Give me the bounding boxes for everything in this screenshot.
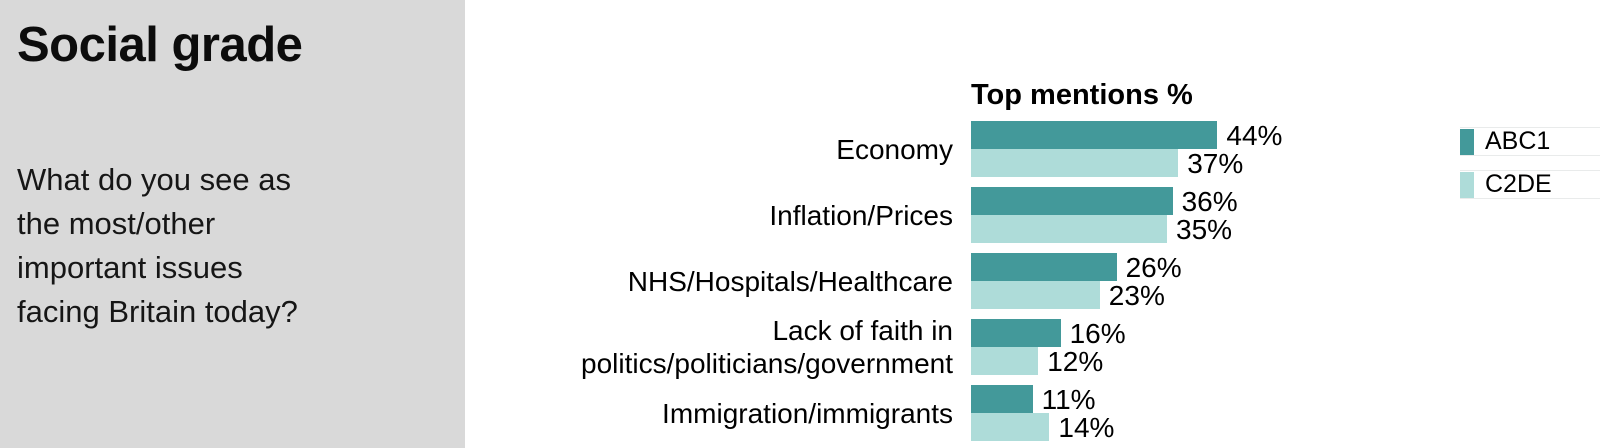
- page-title: Social grade: [17, 18, 303, 72]
- value-label-abc1: 16%: [1069, 318, 1126, 349]
- category-label: NHS/Hospitals/Healthcare: [627, 265, 953, 297]
- value-label-abc1: 26%: [1125, 252, 1182, 283]
- legend-item-abc1: ABC1: [1460, 127, 1600, 156]
- value-label-c2de: 35%: [1176, 214, 1233, 245]
- value-label-abc1: 44%: [1226, 120, 1283, 151]
- bar-c2de: [971, 215, 1167, 243]
- bar-c2de: [971, 347, 1039, 375]
- value-label-c2de: 37%: [1187, 148, 1244, 179]
- bar-c2de: [971, 149, 1179, 177]
- bar-abc1: [971, 319, 1061, 347]
- legend-label: C2DE: [1485, 170, 1552, 198]
- bar-abc1: [971, 187, 1173, 215]
- category-label: Inflation/Prices: [769, 199, 953, 231]
- left-panel: Social grade What do you see as the most…: [0, 0, 465, 448]
- value-label-abc1: 11%: [1041, 384, 1096, 415]
- legend-label: ABC1: [1485, 127, 1551, 155]
- legend-swatch-c2de: [1460, 171, 1474, 198]
- category-label: Lack of faith in politics/politicians/go…: [581, 315, 953, 379]
- value-label-c2de: 14%: [1058, 412, 1115, 443]
- category-label: Economy: [836, 133, 953, 165]
- value-label-abc1: 36%: [1181, 186, 1238, 217]
- category-label: Immigration/immigrants: [662, 397, 953, 429]
- bar-abc1: [971, 121, 1218, 149]
- legend-item-c2de: C2DE: [1460, 170, 1600, 199]
- bar-c2de: [971, 281, 1100, 309]
- bar-c2de: [971, 413, 1050, 441]
- bar-abc1: [971, 253, 1117, 281]
- legend-swatch-abc1: [1460, 128, 1474, 155]
- legend: ABC1 C2DE: [1460, 127, 1600, 213]
- value-label-c2de: 12%: [1047, 346, 1104, 377]
- survey-question-text: What do you see as the most/other import…: [17, 162, 298, 329]
- bar-abc1: [971, 385, 1033, 413]
- value-label-c2de: 23%: [1108, 280, 1165, 311]
- chart-title: Top mentions %: [971, 79, 1193, 111]
